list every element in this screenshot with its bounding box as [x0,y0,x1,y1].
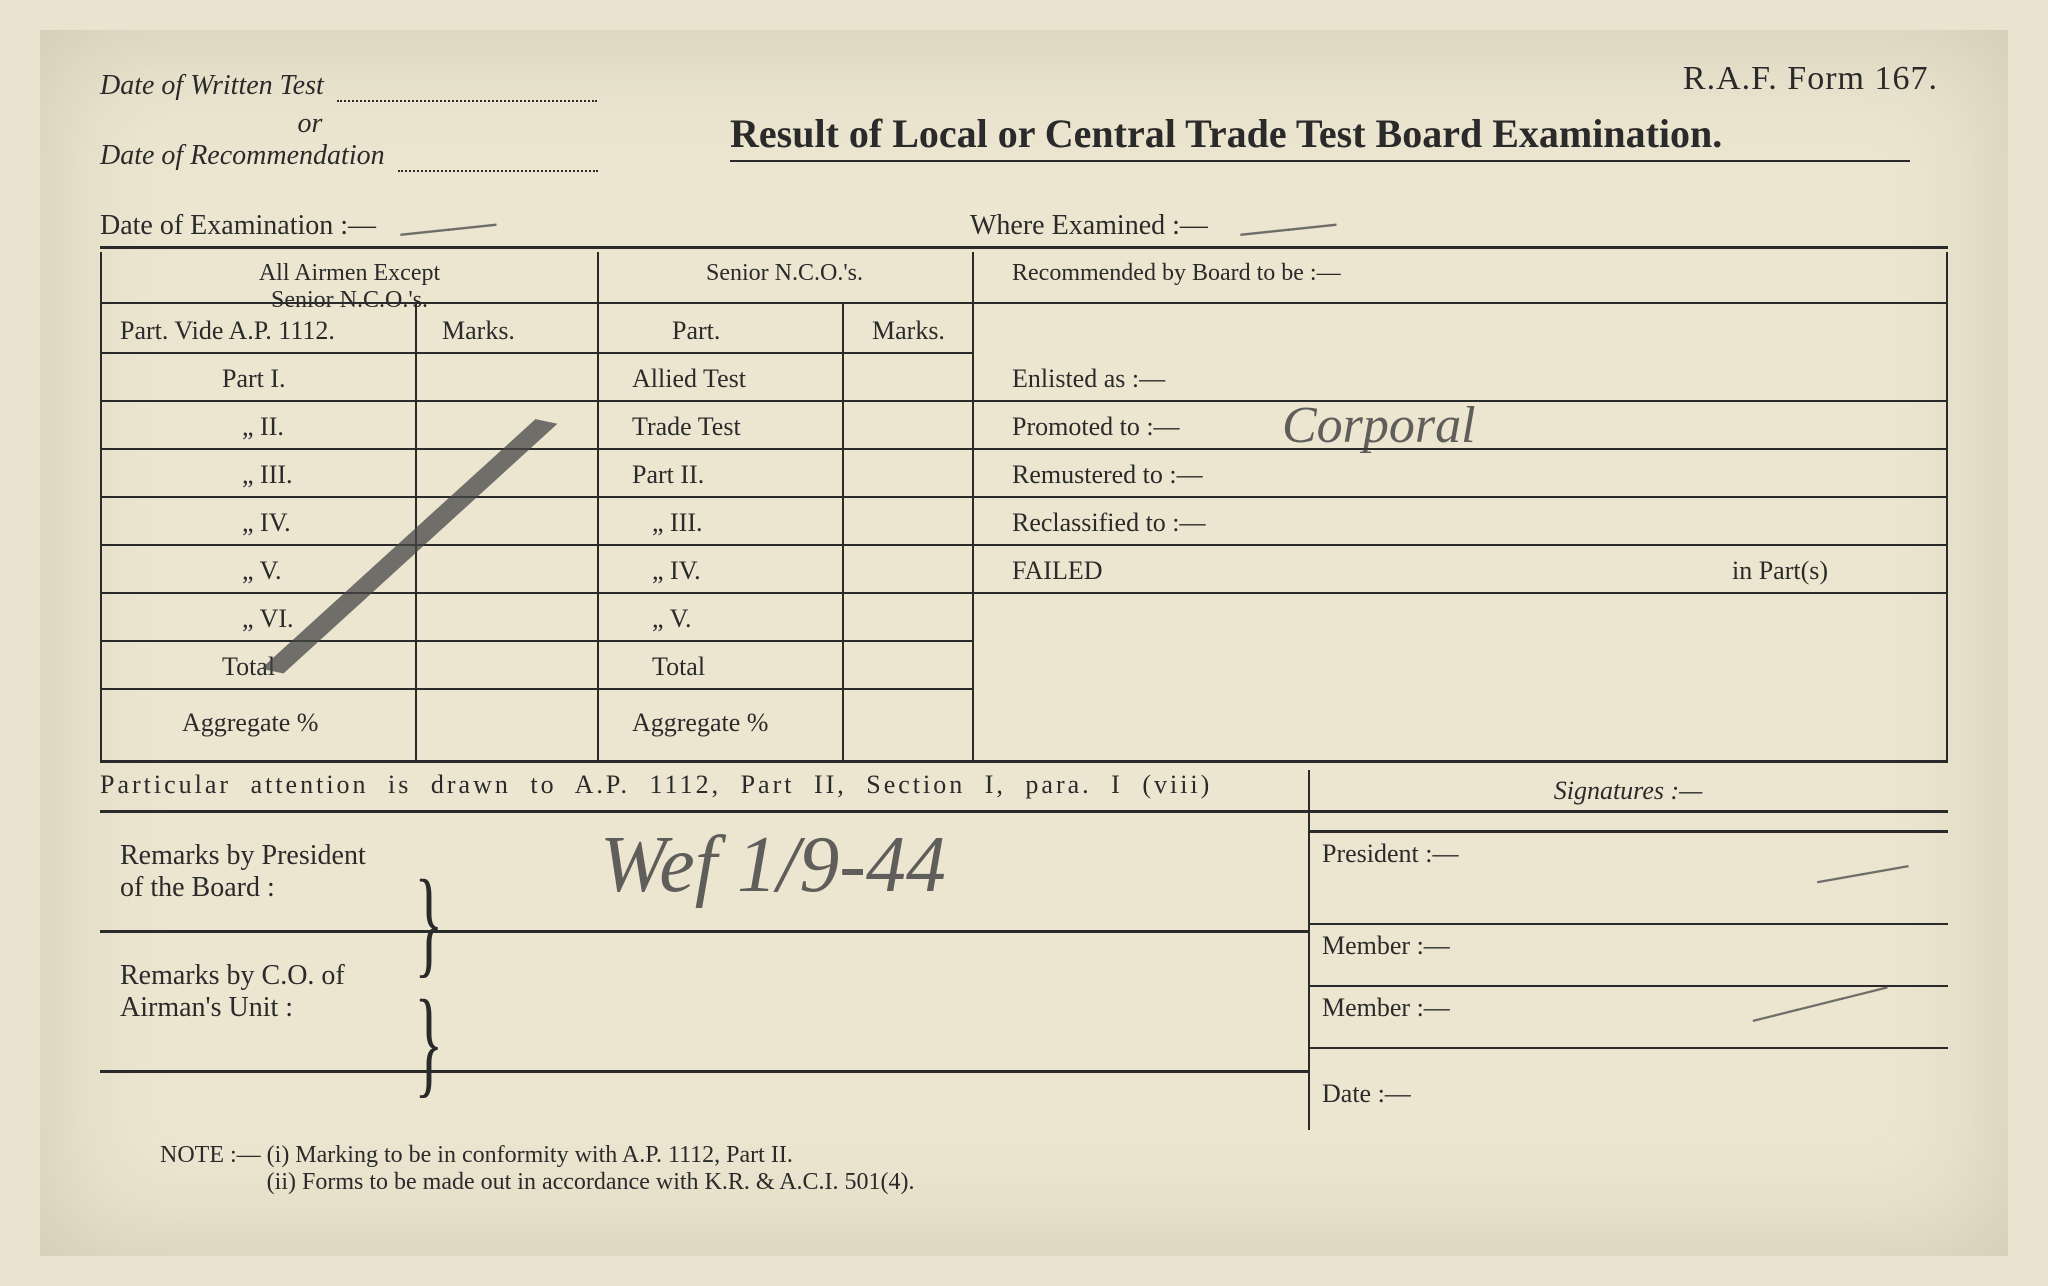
row-mid-2: Trade Test [622,406,751,448]
row-left-4: „ IV. [232,502,301,544]
brace-icon: } [414,886,443,958]
top-left-block: Date of Written Test or Date of Recommen… [100,70,598,172]
row-left-total: Total [212,646,285,688]
row-left-agg: Aggregate % [172,702,328,744]
or-label: or [100,108,520,140]
row-mid-total: Total [642,646,715,688]
row-left-5: „ V. [232,550,292,592]
sig-date: Date :— [1308,1049,1948,1133]
col-part: Part. [662,310,730,352]
row-mid-5: „ IV. [642,550,711,592]
hdr-senior: Senior N.C.O.'s. [597,260,972,287]
reclassified-label: Reclassified to :— [1002,502,1216,544]
promoted-value: Corporal [1272,390,1486,461]
promoted-label: Promoted to :— [1002,406,1190,448]
row-left-3: „ III. [232,454,303,496]
hdr-recommended: Recommended by Board to be :— [972,260,1946,287]
remarks-president-label: Remarks by President of the Board : [120,840,366,904]
row-mid-1: Allied Test [622,358,756,400]
where-examined-label: Where Examined :— [930,210,1948,242]
failed-label: FAILED [1002,550,1113,592]
col-marks-2: Marks. [862,310,955,352]
signatures-header: Signatures :— [1308,770,1948,833]
sig-member-1: Member :— [1308,925,1948,987]
row-left-1: Part I. [212,358,296,400]
hdr-airmen: All Airmen Except Senior N.C.O.'s. [102,260,597,314]
row-left-6: „ VI. [232,598,304,640]
marks-table: All Airmen Except Senior N.C.O.'s. Senio… [100,252,1948,763]
row-mid-3: Part II. [622,454,714,496]
signatures-box: Signatures :— President :— —— Member :— … [1308,770,1948,1133]
col-part-vide: Part. Vide A.P. 1112. [110,310,345,352]
date-recommendation: Date of Recommendation [100,140,598,172]
sig-member-2: Member :— ——— [1308,987,1948,1049]
exam-row: Date of Examination :— Where Examined :— [100,210,1948,242]
form-number: R.A.F. Form 167. [1683,60,1938,98]
row-mid-agg: Aggregate % [622,702,778,744]
row-mid-6: „ V. [642,598,702,640]
title-underline [730,160,1910,162]
in-parts-label: in Part(s) [1722,550,1838,592]
date-written-test: Date of Written Test [100,70,598,102]
remustered-label: Remustered to :— [1002,454,1213,496]
remarks-president-value: Wef 1/9-44 [600,820,946,911]
form-sheet: R.A.F. Form 167. Date of Written Test or… [40,30,2008,1256]
sig-president: President :— —— [1308,833,1948,925]
date-of-exam-label: Date of Examination :— [100,210,930,242]
brace-icon: } [414,1006,443,1078]
enlisted-label: Enlisted as :— [1002,358,1175,400]
row-left-2: „ II. [232,406,294,448]
remarks-co-label: Remarks by C.O. of Airman's Unit : [120,960,345,1024]
col-marks-1: Marks. [432,310,525,352]
exam-underline [100,246,1948,249]
note-block: NOTE :— (i) Marking to be in conformity … [160,1142,915,1196]
form-title: Result of Local or Central Trade Test Bo… [730,110,1722,157]
row-mid-4: „ III. [642,502,713,544]
